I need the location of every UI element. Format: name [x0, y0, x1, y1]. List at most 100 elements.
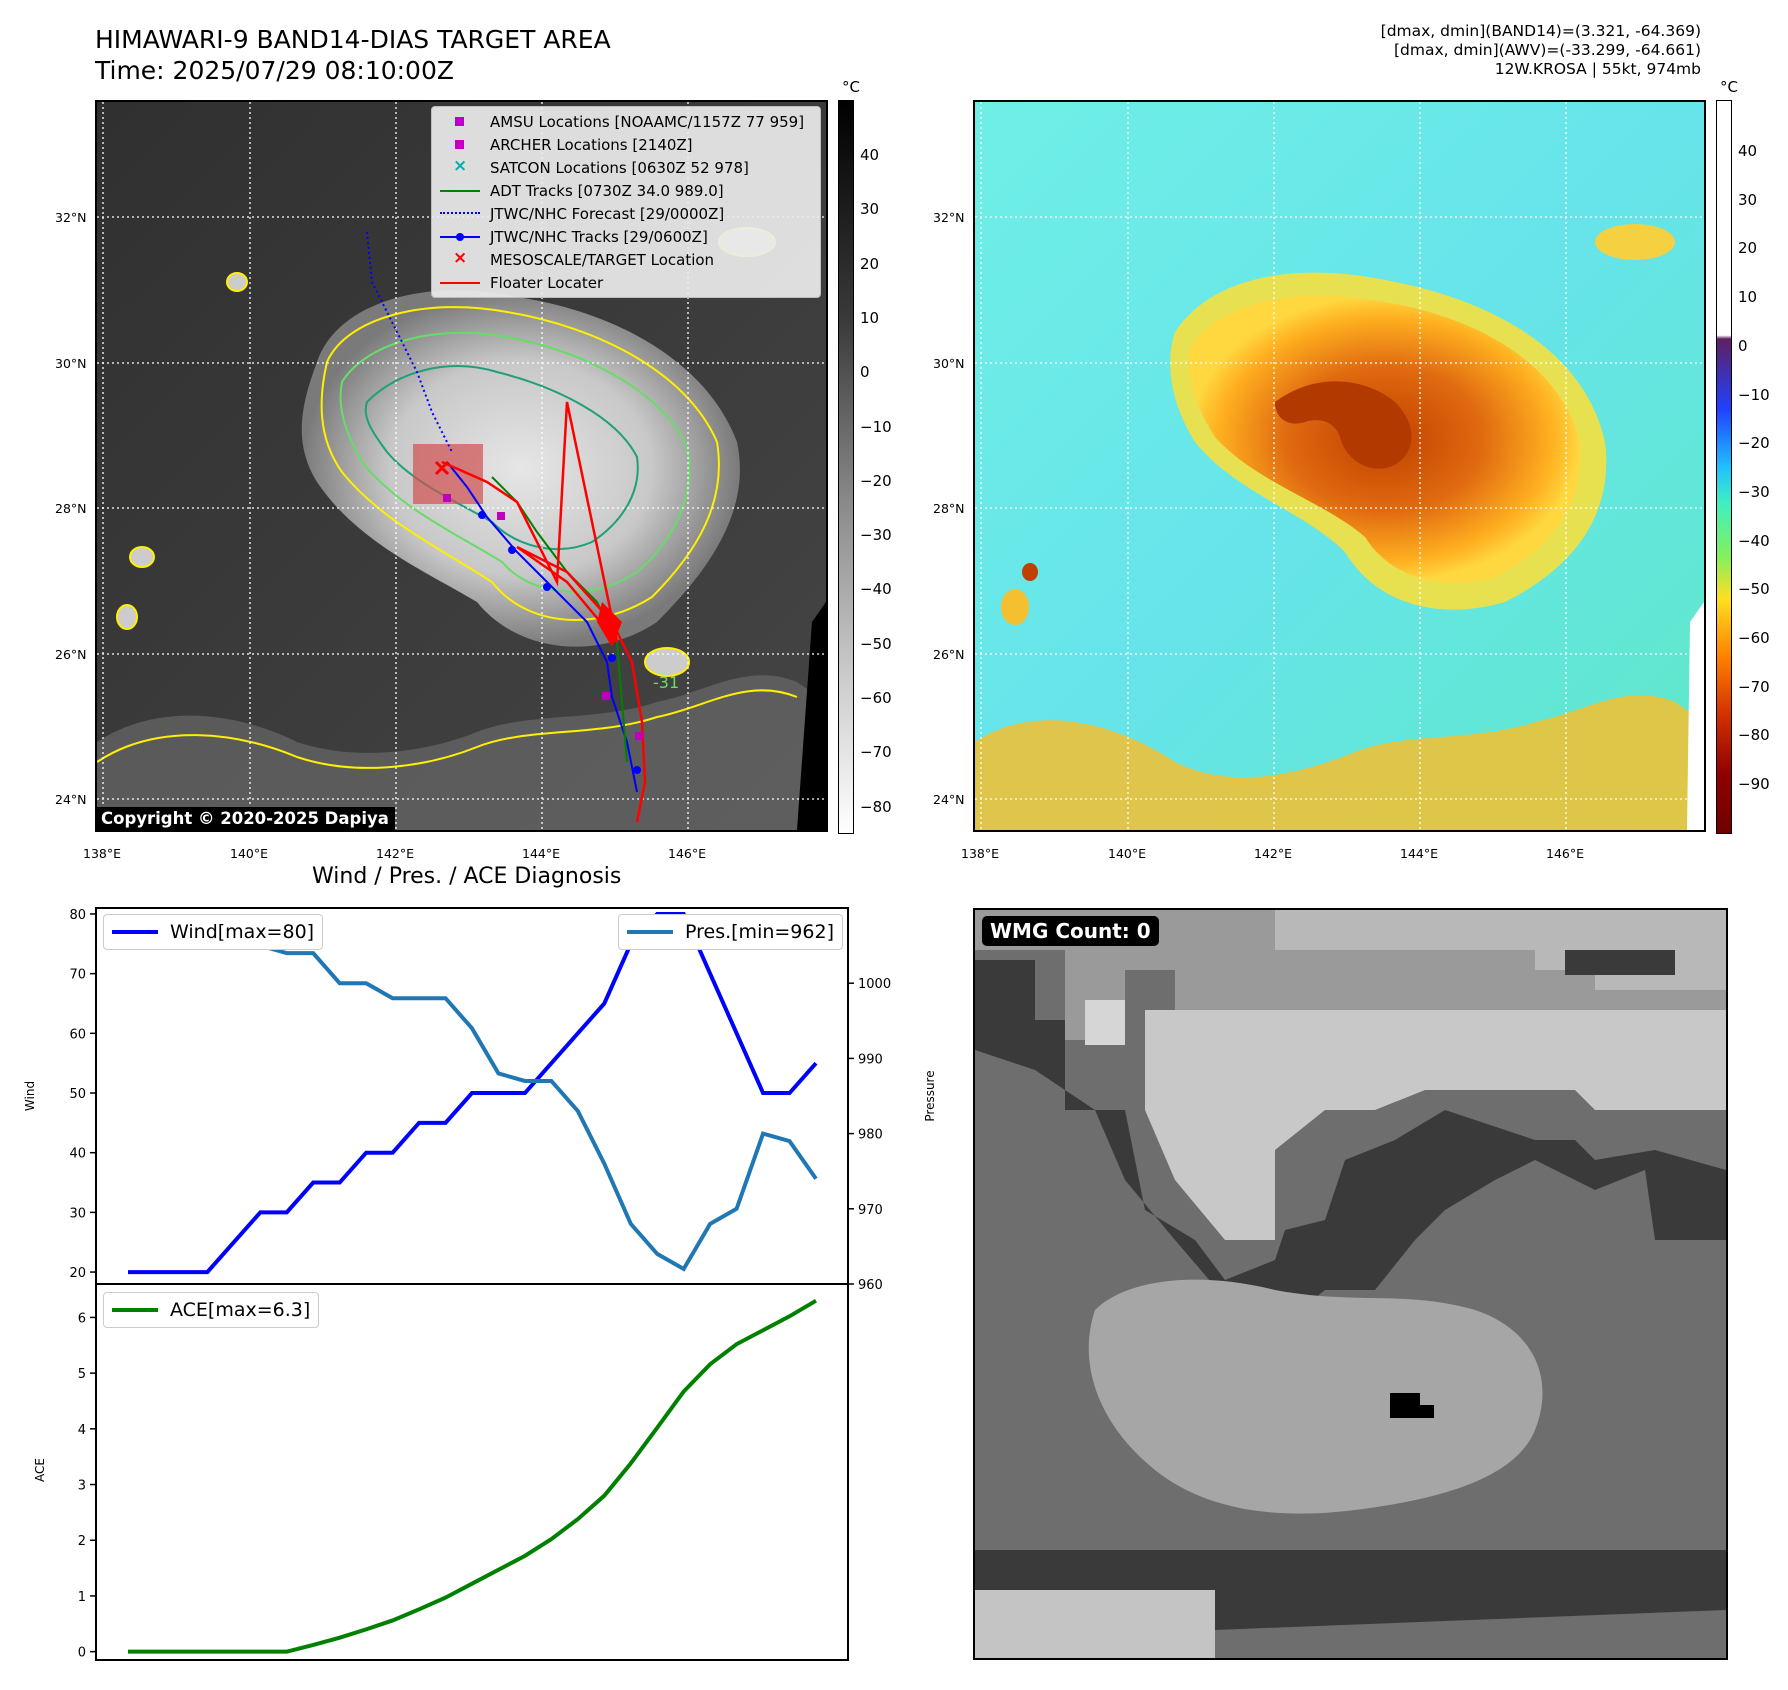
- wind-tick-label: 40: [69, 1147, 86, 1162]
- wmg-dark-band: [975, 960, 1726, 1330]
- awv-lon-label: 144°E: [1400, 846, 1439, 861]
- awv-cb-tick: −40: [1738, 531, 1770, 550]
- ir-cb-tick: −50: [860, 634, 892, 653]
- wind-axis-label: Wind: [23, 1081, 37, 1111]
- figure-time: Time: 2025/07/29 08:10:00Z: [95, 56, 454, 85]
- wmg-panel: [973, 908, 1728, 1660]
- ir-legend-label: JTWC/NHC Tracks [29/0600Z]: [490, 227, 708, 246]
- ir-lat-label: 24°N: [55, 792, 87, 807]
- ir-legend-symbol: [440, 110, 480, 133]
- moist-cell: [1001, 589, 1029, 625]
- awv-lat-label: 30°N: [933, 356, 965, 371]
- awv-lat-label: 24°N: [933, 792, 965, 807]
- awv-lat-label: 26°N: [933, 647, 965, 662]
- wmg-svg: [975, 910, 1726, 1658]
- ir-legend-label: AMSU Locations [NOAAMC/1157Z 77 959]: [490, 112, 805, 131]
- ir-legend-symbol: [440, 202, 480, 225]
- contour-green: [339, 331, 691, 593]
- ir-lon-label: 138°E: [83, 846, 122, 861]
- ir-legend-label: MESOSCALE/TARGET Location: [490, 250, 715, 269]
- target-marker: [434, 460, 450, 476]
- info-awv: [dmax, dmin](AWV)=(-33.299, -64.661): [1394, 41, 1701, 59]
- ir-legend-label: JTWC/NHC Forecast [29/0000Z]: [490, 204, 725, 223]
- no-data-corner: [1687, 602, 1704, 830]
- ace-tick-label: 4: [78, 1423, 86, 1438]
- no-data-corner: [797, 602, 826, 830]
- ir-legend-label: ADT Tracks [0730Z 34.0 989.0]: [490, 181, 724, 200]
- awv-cb-tick: −30: [1738, 482, 1770, 501]
- ir-lat-label: 30°N: [55, 356, 87, 371]
- awv-map-svg: [975, 102, 1704, 830]
- ir-legend-item: AMSU Locations [NOAAMC/1157Z 77 959]: [440, 110, 812, 133]
- awv-cb-tick: 10: [1738, 288, 1758, 307]
- pressure-legend-label: Pres.[min=962]: [685, 921, 834, 943]
- ace-plot-frame: [95, 1283, 849, 1661]
- ir-lon-label: 144°E: [522, 846, 561, 861]
- cloud-cell: [129, 546, 155, 568]
- awv-cb-tick: −90: [1738, 775, 1770, 794]
- ir-legend-item: ARCHER Locations [2140Z]: [440, 133, 812, 156]
- ace-tick-label: 3: [78, 1479, 86, 1494]
- awv-cb-tick: −60: [1738, 629, 1770, 647]
- awv-map-panel: [973, 100, 1706, 832]
- ir-cb-tick: 10: [860, 308, 880, 327]
- wind-tick-label: 20: [69, 1266, 86, 1281]
- moist-cell: [1595, 224, 1675, 260]
- contour-south: [97, 689, 798, 769]
- ir-lat-label: 26°N: [55, 647, 87, 662]
- ir-cb-tick: −30: [860, 526, 892, 545]
- main-cloud-mass: [301, 290, 740, 647]
- ir-legend-item: × MESOSCALE/TARGET Location: [440, 248, 812, 271]
- wmg-eye-pixel: [1420, 1405, 1434, 1418]
- ace-legend: ACE[max=6.3]: [103, 1292, 320, 1328]
- wind-tick-label: 60: [69, 1027, 86, 1042]
- ace-axis: 0 1 2 3 4 5 6: [78, 1311, 96, 1661]
- amsu-archer-markers: [443, 494, 643, 740]
- wmg-bottom-light: [975, 1590, 1215, 1658]
- awv-lon-label: 142°E: [1254, 846, 1293, 861]
- southern-moisture: [975, 695, 1704, 830]
- awv-cb-tick: 40: [1738, 142, 1758, 160]
- pressure-axis-label: Pressure: [923, 1070, 937, 1121]
- info-block: [dmax, dmin](BAND14)=(3.321, -64.369) [d…: [1381, 22, 1701, 79]
- ir-cb-tick: −70: [860, 743, 892, 762]
- awv-cb-tick: 30: [1738, 190, 1758, 209]
- pressure-legend: Pres.[min=962]: [618, 914, 843, 950]
- pressure-tick-label: 990: [858, 1052, 883, 1067]
- ir-legend-item: ADT Tracks [0730Z 34.0 989.0]: [440, 179, 812, 202]
- awv-lat-label: 32°N: [933, 210, 965, 225]
- awv-gridlines: [975, 102, 1704, 830]
- ir-map-panel: -31 AMSU Locations [NOAAMC/1157Z 77 959]…: [95, 100, 828, 832]
- awv-lon-label: 146°E: [1546, 846, 1585, 861]
- ir-legend-symbol: [440, 225, 480, 248]
- wind-tick-label: 30: [69, 1206, 86, 1221]
- ir-lon-label: 146°E: [668, 846, 707, 861]
- ir-lat-label: 32°N: [55, 210, 87, 225]
- ir-legend-symbol: [440, 271, 480, 294]
- cloud-cell: [226, 272, 248, 292]
- awv-lon-label: 140°E: [1108, 846, 1147, 861]
- awv-cb-tick: −10: [1738, 385, 1770, 404]
- wind-legend-label: Wind[max=80]: [170, 921, 315, 943]
- wind-legend-line: [112, 930, 158, 934]
- ir-legend: AMSU Locations [NOAAMC/1157Z 77 959] ARCH…: [431, 106, 821, 298]
- awv-colorbar-unit: °C: [1720, 78, 1738, 96]
- ace-legend-line: [112, 1308, 158, 1312]
- wmg-upper-cloud: [1145, 1010, 1726, 1240]
- ir-legend-symbol: ×: [453, 248, 468, 268]
- pressure-axis: 960 970 980 990 1000: [848, 977, 891, 1293]
- floater-cluster: [597, 602, 622, 647]
- wind-axis: 20 30 40 50 60 70 80: [69, 908, 96, 1281]
- moist-cell: [1022, 563, 1038, 581]
- ace-tick-label: 2: [78, 1534, 86, 1549]
- ir-cb-tick: 40: [860, 146, 880, 164]
- ace-tick-label: 0: [78, 1646, 86, 1661]
- ir-legend-label: SATCON Locations [0630Z 52 978]: [490, 158, 749, 177]
- ace-tick-label: 6: [78, 1311, 86, 1326]
- cloud-cell: [644, 647, 690, 677]
- ace-axis-label: ACE: [33, 1458, 47, 1482]
- ir-legend-label: Floater Locater: [490, 273, 604, 292]
- ir-cb-tick: −10: [860, 417, 892, 436]
- awv-colorbar: [1716, 100, 1732, 834]
- ir-cb-tick: 30: [860, 200, 880, 219]
